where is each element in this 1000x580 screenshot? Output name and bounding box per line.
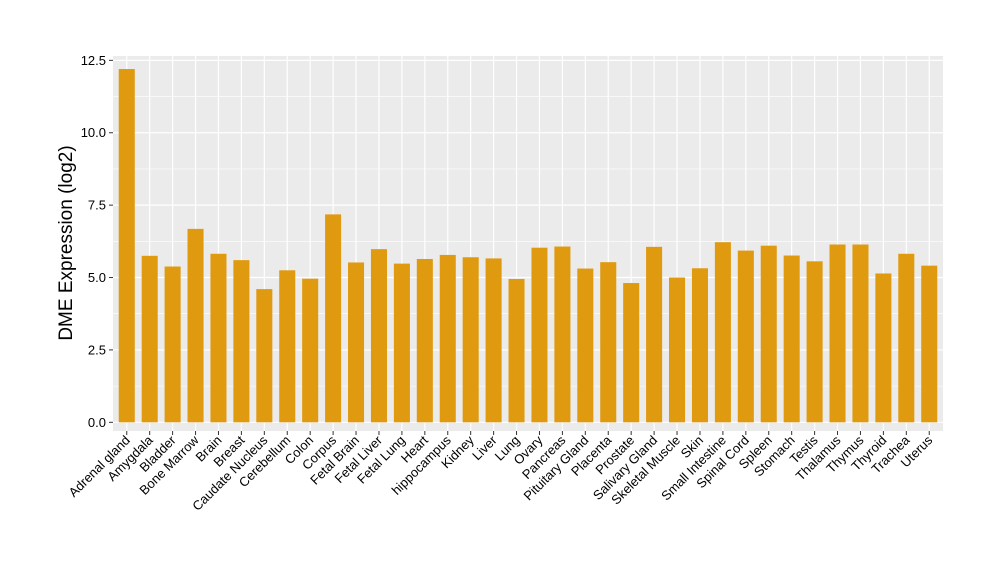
bar [485, 258, 502, 423]
bar [416, 258, 433, 423]
bar [531, 247, 548, 423]
bar [600, 262, 617, 423]
bar [393, 263, 410, 423]
y-tick-label: 2.5 [88, 342, 106, 357]
y-tick-label: 7.5 [88, 198, 106, 213]
y-tick-label: 0.0 [88, 415, 106, 430]
bar [737, 250, 754, 423]
bar [852, 244, 869, 423]
bar [256, 289, 273, 423]
grid-minor [113, 96, 943, 387]
bar [829, 244, 846, 423]
bar [783, 255, 800, 423]
bar [279, 270, 296, 423]
bar [233, 260, 250, 423]
bar [439, 254, 456, 423]
bar [210, 253, 227, 423]
bar [714, 242, 731, 423]
y-tick-label: 10.0 [81, 125, 106, 140]
bar [623, 283, 640, 423]
x-tick-label: Liver [469, 432, 500, 463]
bar [118, 69, 135, 423]
bar [875, 273, 892, 423]
bar [646, 246, 663, 423]
bar [669, 277, 686, 423]
y-axis-title: DME Expression (log2) [56, 145, 77, 340]
bar [187, 228, 204, 423]
bar [370, 249, 387, 423]
y-tick-label: 12.5 [81, 53, 106, 68]
bar [806, 261, 823, 423]
bar [462, 257, 479, 423]
bar [302, 278, 319, 423]
bar [141, 255, 158, 423]
bars [118, 69, 938, 423]
plot-panel [113, 56, 943, 431]
bar [348, 262, 365, 423]
bar [898, 253, 915, 423]
bar [760, 245, 777, 423]
bar [325, 214, 342, 423]
bar [921, 265, 938, 423]
bar [508, 278, 525, 423]
bar [554, 246, 571, 423]
bar [691, 268, 708, 423]
bar [164, 266, 181, 423]
y-tick-label: 5.0 [88, 270, 106, 285]
bar [577, 268, 594, 423]
y-axis: 0.0 2.5 5.0 7.5 10.0 12.5 [81, 53, 113, 430]
